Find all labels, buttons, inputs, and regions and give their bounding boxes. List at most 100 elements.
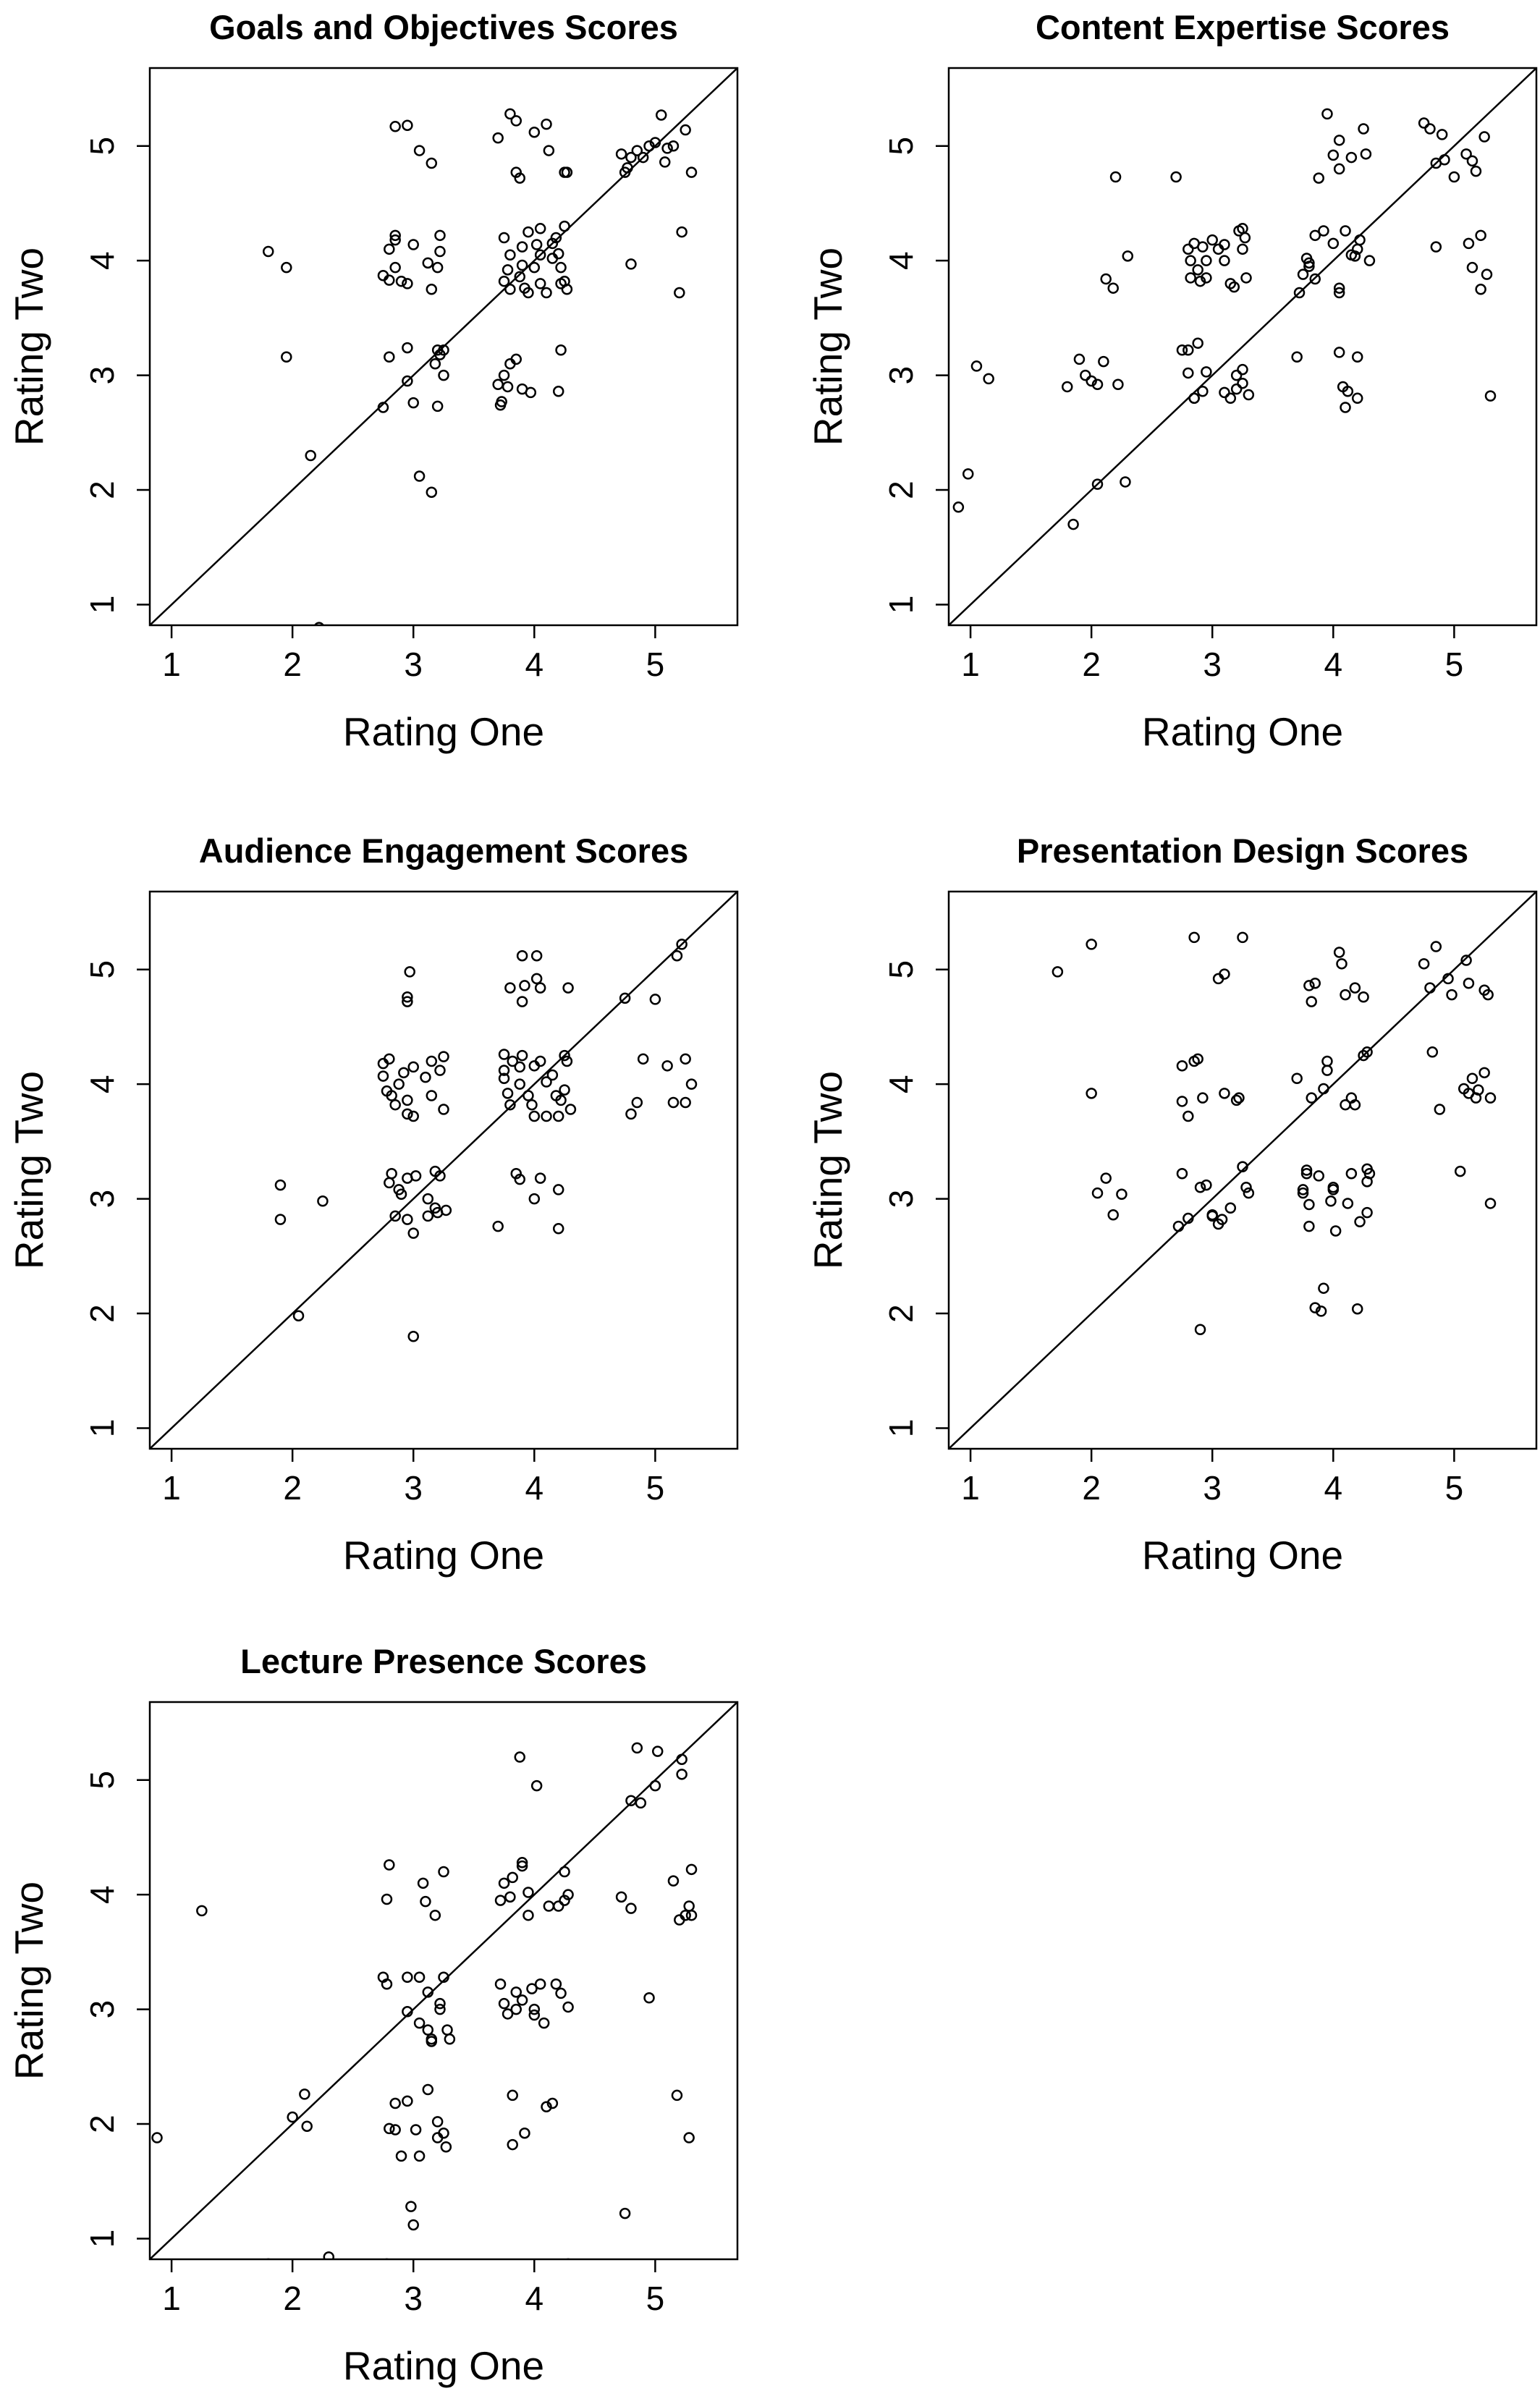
data-point xyxy=(528,261,541,274)
data-point xyxy=(1080,369,1091,381)
data-point xyxy=(1363,1168,1376,1180)
data-point xyxy=(514,172,526,184)
x-tick-label: 5 xyxy=(646,1469,665,1507)
data-point xyxy=(530,239,543,250)
data-point xyxy=(538,2017,550,2029)
reference-line xyxy=(150,892,737,1449)
data-point xyxy=(546,237,559,250)
data-point xyxy=(559,1084,570,1096)
data-point xyxy=(1424,982,1436,994)
data-point xyxy=(552,247,564,260)
data-point xyxy=(552,1184,564,1195)
data-point xyxy=(1086,1088,1097,1099)
data-point xyxy=(522,1887,534,1898)
data-point xyxy=(522,226,534,238)
data-point xyxy=(438,1866,449,1878)
data-point xyxy=(1484,1198,1497,1209)
data-point xyxy=(543,1900,555,1912)
data-point xyxy=(1091,478,1104,490)
data-point xyxy=(498,1049,510,1060)
data-point xyxy=(676,939,688,950)
data-point xyxy=(1185,255,1196,266)
panel-title: Lecture Presence Scores xyxy=(240,1642,647,1680)
x-tick-label: 4 xyxy=(525,2280,544,2317)
data-point xyxy=(402,1094,413,1106)
x-tick-label: 2 xyxy=(283,2280,302,2317)
data-point xyxy=(1418,958,1430,970)
data-point xyxy=(674,287,685,299)
data-point xyxy=(1224,392,1237,405)
data-point xyxy=(667,140,680,152)
data-point xyxy=(685,1078,698,1090)
data-point xyxy=(1327,1182,1340,1193)
data-point xyxy=(685,1863,698,1876)
data-point xyxy=(1176,1060,1188,1072)
data-point xyxy=(434,1065,446,1076)
data-point xyxy=(1237,377,1248,389)
data-point xyxy=(417,1877,429,1889)
data-point xyxy=(1340,989,1351,1001)
data-point xyxy=(1361,1046,1373,1058)
data-point xyxy=(431,2116,444,2128)
data-point xyxy=(1206,234,1218,246)
data-point xyxy=(407,1330,419,1342)
data-point xyxy=(685,166,698,178)
data-point xyxy=(564,2258,572,2259)
data-point xyxy=(1424,123,1436,135)
data-point xyxy=(1182,367,1194,379)
data-point xyxy=(381,1978,393,1990)
data-point xyxy=(502,1088,514,1099)
data-point xyxy=(407,2219,419,2231)
data-point xyxy=(1318,1083,1329,1095)
y-tick-label: 1 xyxy=(882,1419,920,1438)
data-point xyxy=(395,2150,407,2162)
plot-frame xyxy=(947,67,1538,627)
y-axis-label: Rating Two xyxy=(7,247,51,446)
data-point xyxy=(1112,378,1124,391)
data-point xyxy=(1482,989,1494,1001)
data-point xyxy=(559,220,570,232)
x-axis-label: Rating One xyxy=(343,709,544,754)
data-point xyxy=(514,1078,526,1090)
data-point xyxy=(274,1214,287,1225)
data-point xyxy=(525,386,537,399)
data-point xyxy=(492,378,504,391)
data-point xyxy=(1219,386,1230,399)
data-point xyxy=(1176,1096,1188,1107)
data-point xyxy=(426,157,438,169)
data-point xyxy=(422,1210,434,1222)
data-point xyxy=(507,1871,518,1884)
data-point xyxy=(562,982,574,994)
data-point xyxy=(287,2111,298,2123)
data-point xyxy=(522,287,534,299)
x-tick-label: 2 xyxy=(283,1469,302,1507)
x-axis-label: Rating One xyxy=(343,2343,544,2388)
data-point xyxy=(395,1188,407,1201)
data-point xyxy=(1185,272,1196,284)
x-tick-label: 1 xyxy=(162,2280,181,2317)
data-point xyxy=(1318,225,1329,237)
data-point xyxy=(438,1971,449,1983)
data-point xyxy=(402,2095,413,2107)
data-point xyxy=(1086,375,1097,387)
data-point xyxy=(1430,941,1442,952)
data-point xyxy=(1463,977,1475,989)
data-point xyxy=(498,1072,510,1085)
x-tick-label: 4 xyxy=(1324,646,1343,683)
data-point xyxy=(514,1751,526,1763)
data-point xyxy=(559,1866,570,1878)
data-point xyxy=(1329,1225,1342,1237)
data-point xyxy=(1239,232,1251,244)
panel-title: Content Expertise Scores xyxy=(1036,8,1450,46)
data-point xyxy=(431,261,444,274)
data-point xyxy=(1448,171,1460,183)
data-point xyxy=(434,245,446,258)
data-point xyxy=(405,2201,417,2212)
data-point xyxy=(514,1173,526,1185)
data-point xyxy=(492,1220,504,1232)
data-point xyxy=(402,1108,413,1120)
data-point xyxy=(631,1096,643,1109)
data-point xyxy=(1182,243,1194,255)
data-point xyxy=(530,973,543,985)
data-point xyxy=(550,1978,562,1990)
